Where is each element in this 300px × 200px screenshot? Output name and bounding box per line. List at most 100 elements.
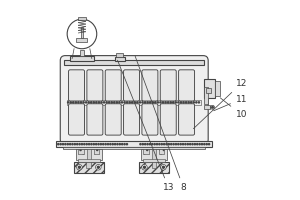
Circle shape (124, 102, 125, 103)
Circle shape (93, 144, 94, 145)
FancyBboxPatch shape (160, 104, 176, 135)
Bar (76, 149, 102, 160)
Circle shape (137, 102, 138, 103)
Circle shape (170, 102, 171, 103)
Circle shape (70, 102, 71, 103)
Circle shape (117, 144, 118, 145)
FancyBboxPatch shape (105, 104, 121, 135)
Circle shape (161, 164, 166, 170)
FancyBboxPatch shape (87, 104, 103, 135)
Circle shape (143, 166, 146, 168)
Bar (215, 81, 220, 96)
Circle shape (201, 144, 202, 145)
Circle shape (93, 102, 94, 103)
Bar (70, 56, 94, 61)
Circle shape (182, 144, 184, 145)
Circle shape (112, 144, 113, 145)
Bar (78, 159, 100, 162)
Bar (116, 53, 123, 57)
Bar (159, 149, 164, 154)
Bar (204, 87, 208, 104)
Circle shape (103, 144, 104, 145)
Circle shape (171, 144, 172, 145)
Circle shape (175, 102, 176, 103)
Circle shape (78, 102, 79, 103)
Circle shape (72, 144, 73, 145)
Circle shape (84, 144, 85, 145)
Circle shape (62, 144, 64, 145)
Circle shape (76, 144, 78, 145)
Bar (78, 149, 83, 154)
Circle shape (65, 144, 66, 145)
FancyBboxPatch shape (178, 104, 195, 135)
Bar (81, 27, 83, 38)
Circle shape (149, 144, 151, 145)
Circle shape (145, 102, 146, 103)
Circle shape (78, 166, 80, 168)
Circle shape (73, 102, 74, 103)
Circle shape (134, 102, 135, 103)
Circle shape (107, 144, 109, 145)
Circle shape (199, 144, 200, 145)
Circle shape (76, 164, 82, 170)
FancyBboxPatch shape (124, 70, 140, 101)
Circle shape (122, 102, 123, 103)
Circle shape (110, 144, 111, 145)
Bar (141, 149, 167, 160)
Circle shape (140, 144, 141, 145)
Circle shape (185, 102, 187, 103)
Circle shape (147, 144, 148, 145)
Circle shape (190, 102, 192, 103)
Bar (67, 100, 201, 105)
Bar (78, 17, 86, 20)
Circle shape (194, 144, 196, 145)
Circle shape (101, 102, 102, 103)
Circle shape (168, 102, 169, 103)
Circle shape (127, 102, 128, 103)
Circle shape (154, 144, 155, 145)
Bar (152, 162, 156, 168)
Circle shape (115, 144, 116, 145)
Circle shape (119, 102, 120, 103)
Bar (56, 141, 212, 147)
Circle shape (166, 144, 167, 145)
Circle shape (114, 102, 115, 103)
Circle shape (187, 144, 188, 145)
Circle shape (159, 144, 160, 145)
Bar (204, 79, 215, 98)
Circle shape (58, 144, 59, 145)
Circle shape (67, 144, 68, 145)
Circle shape (60, 144, 61, 145)
Circle shape (180, 144, 181, 145)
Circle shape (88, 102, 89, 103)
Bar (74, 162, 104, 173)
Circle shape (180, 102, 181, 103)
Bar (152, 149, 156, 160)
Bar (206, 88, 211, 93)
Circle shape (142, 144, 143, 145)
Circle shape (88, 144, 90, 145)
Circle shape (155, 102, 156, 103)
Bar (143, 159, 165, 162)
FancyBboxPatch shape (142, 70, 158, 101)
Circle shape (129, 102, 130, 103)
Circle shape (96, 102, 97, 103)
Circle shape (162, 102, 164, 103)
Bar (63, 147, 205, 149)
Circle shape (193, 102, 194, 103)
Circle shape (132, 102, 133, 103)
Circle shape (97, 166, 99, 168)
Circle shape (109, 102, 110, 103)
Circle shape (206, 144, 207, 145)
Circle shape (150, 102, 151, 103)
Circle shape (122, 144, 123, 145)
Circle shape (157, 102, 158, 103)
Circle shape (161, 144, 162, 145)
Bar (64, 60, 204, 65)
Circle shape (116, 102, 118, 103)
Circle shape (152, 144, 153, 145)
Circle shape (83, 102, 84, 103)
FancyBboxPatch shape (178, 70, 195, 101)
Circle shape (98, 144, 99, 145)
Circle shape (98, 102, 100, 103)
